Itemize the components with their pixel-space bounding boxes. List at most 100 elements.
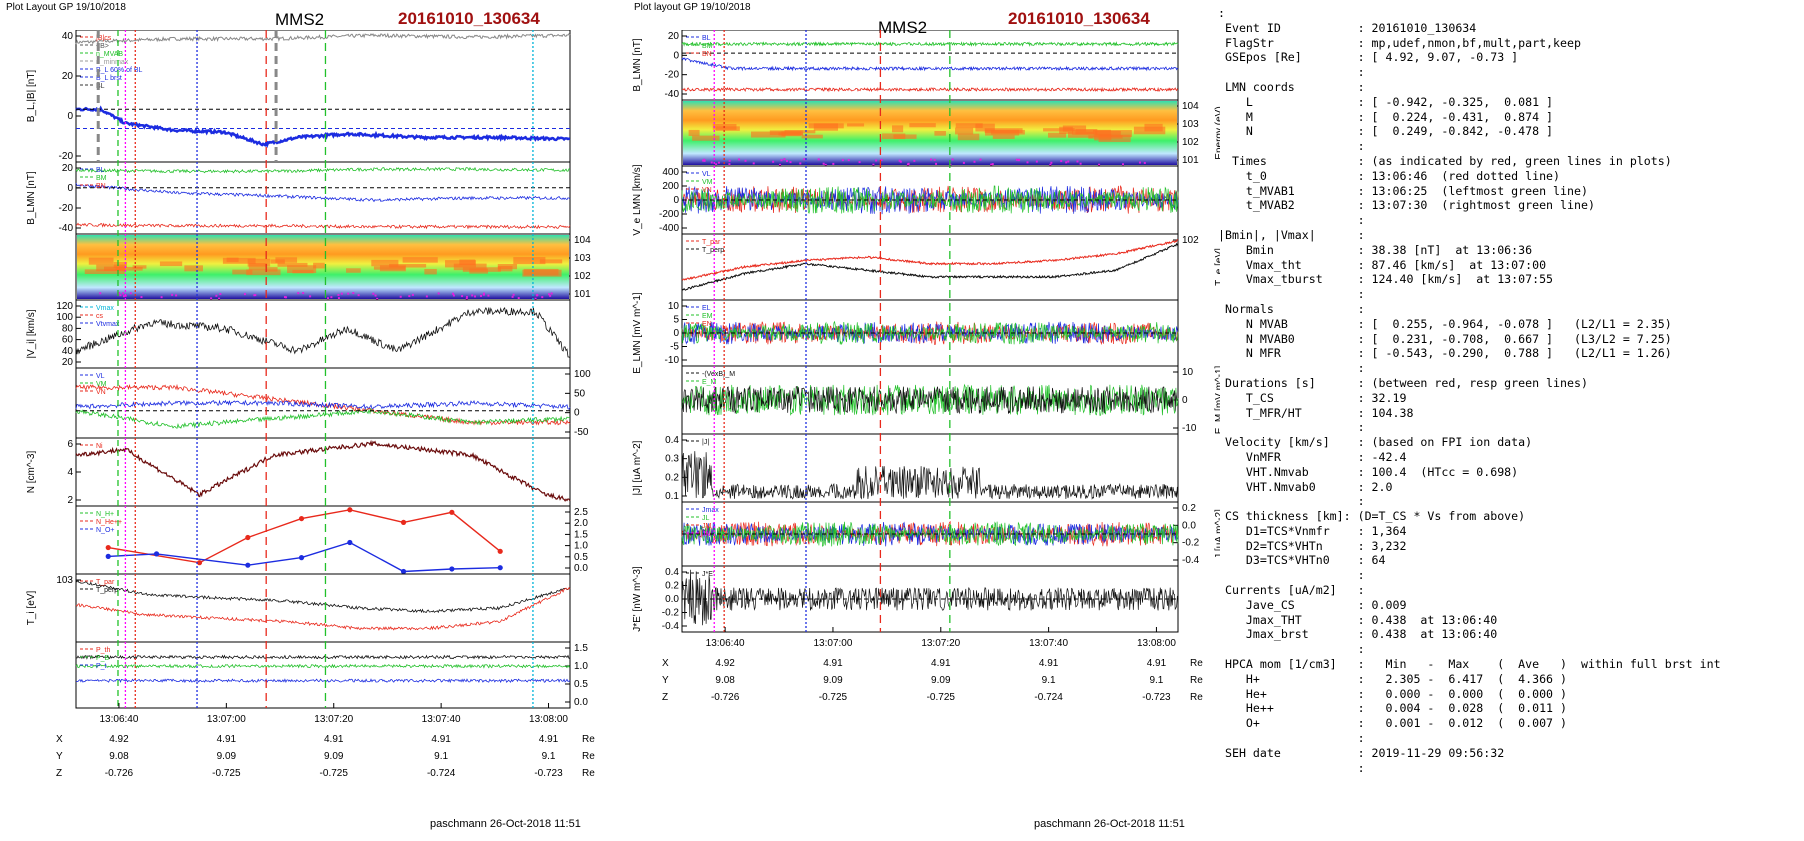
series-te-perp — [681, 242, 1179, 292]
spectrogram-noise — [340, 292, 343, 295]
position-unit: Re — [582, 734, 595, 745]
spectrogram-patch — [992, 135, 1015, 139]
spectrogram-patch — [88, 257, 114, 265]
y-tick-label: 0.2 — [1182, 503, 1196, 514]
position-value: 4.91 — [217, 734, 237, 745]
position-value: 4.92 — [109, 734, 129, 745]
spectrogram-patch — [893, 134, 917, 139]
spectrogram-noise — [822, 162, 825, 165]
position-value: 9.1 — [1042, 675, 1056, 686]
spectrogram-patch — [132, 265, 147, 269]
spectrogram-noise — [347, 292, 350, 295]
spectrogram-patch — [808, 123, 844, 129]
data-point — [449, 509, 455, 515]
spectrogram-patch — [1098, 134, 1131, 143]
y-axis-label: V_e LMN [km/s] — [632, 164, 643, 235]
spectrogram-noise — [548, 293, 551, 296]
spectrogram-noise — [376, 297, 379, 300]
legend-label: VM — [702, 179, 713, 186]
x-tick-label: 13:07:00 — [813, 638, 852, 649]
position-value: -0.726 — [105, 768, 134, 779]
y-tick-label: 0 — [673, 195, 679, 206]
spectrogram-noise — [779, 163, 782, 166]
y-tick-label: 1.5 — [574, 643, 588, 654]
position-value: -0.725 — [819, 692, 848, 703]
spectrogram-noise — [408, 295, 411, 298]
x-tick-label: 13:06:40 — [706, 638, 745, 649]
panel: 0.4 0.2 0.0 -0.2 -0.4 J*E' [nW m^-3] J*E' — [632, 565, 1179, 633]
series-BN — [75, 222, 571, 230]
spectrogram-patch — [751, 131, 786, 138]
y-tick-label: 2.5 — [574, 507, 588, 518]
position-value: 9.09 — [324, 751, 344, 762]
x-tick-label: 13:08:00 — [1137, 638, 1176, 649]
spectrogram-patch — [1067, 131, 1094, 138]
spectrogram-noise — [549, 294, 552, 297]
y-tick-label: -200 — [659, 209, 679, 220]
spectrogram-noise — [118, 292, 121, 295]
y-tick-label: 20 — [668, 31, 680, 42]
legend-label: VN — [96, 389, 106, 396]
panel: 40 20 0 -20 B_L,|B| [nT] |B|cs<B>n_MVABn_minm… — [26, 30, 571, 163]
data-point — [347, 507, 353, 513]
legend-label: n_MVAB — [96, 51, 123, 58]
spectrogram-noise — [973, 160, 976, 163]
spectrogram-noise — [471, 294, 474, 297]
spectrogram-noise — [297, 292, 300, 295]
spectrogram-patch — [277, 262, 308, 267]
legend-label: N_He++ — [96, 519, 122, 526]
legend-label: EM — [702, 313, 713, 320]
y-axis-label: B_L,|B| [nT] — [26, 70, 37, 123]
legend-label: VL — [96, 373, 105, 380]
legend-label: E_M — [702, 379, 717, 386]
spectrogram-noise — [357, 294, 360, 297]
panel-frame — [75, 437, 571, 507]
series-BL — [75, 105, 571, 149]
position-value: 9.1 — [542, 751, 556, 762]
spectrogram-patch — [955, 123, 983, 128]
series-v2 — [75, 399, 571, 410]
spectrogram-noise — [1098, 163, 1101, 166]
series-je — [681, 569, 1179, 626]
legend-label: BL — [702, 35, 711, 42]
legend-label: BN — [702, 51, 712, 58]
y-tick-label: 120 — [56, 301, 73, 312]
legend-label: BM — [702, 43, 713, 50]
legend-label: N_H+ — [96, 511, 114, 518]
series-p2 — [75, 654, 571, 660]
x-tick-label: 13:07:00 — [207, 714, 246, 725]
spectrogram-patch — [513, 257, 546, 265]
y-tick-label: 100 — [56, 312, 73, 323]
y-tick-label: -50 — [574, 427, 589, 438]
spectrogram-patch — [1144, 123, 1163, 132]
spectrogram-noise — [752, 162, 755, 165]
y-tick-label: 104 — [574, 235, 591, 246]
spectrogram-patch — [975, 123, 995, 132]
series-p0 — [75, 678, 571, 684]
x-tick-label: 13:07:20 — [314, 714, 353, 725]
data-point — [153, 551, 160, 557]
y-tick-label: 102 — [574, 271, 591, 282]
spectrogram-noise — [535, 294, 538, 297]
y-tick-label: 100 — [574, 369, 591, 380]
spectrogram-patch — [909, 123, 936, 128]
legend-label: Jmax — [702, 507, 719, 514]
y-axis-label: |V_i| [km/s] — [26, 309, 37, 358]
spectrogram-noise — [951, 158, 954, 161]
y-axis-label: J*E' [nW m^-3] — [632, 566, 643, 632]
left-spacecraft-title: MMS2 — [275, 10, 325, 29]
spectrogram-noise — [979, 158, 982, 161]
middle-multi-panel-chart: 200-20-40B_LMN [nT] BLBMBN104103102101Ene… — [632, 30, 1220, 703]
legend-label: JM — [702, 523, 712, 530]
panel: 1.51.00.50.0P [nPa]P_thP_BP_t — [75, 641, 588, 709]
spectrogram-noise — [858, 161, 861, 164]
y-tick-label: -5 — [670, 342, 679, 353]
legend-label: T_par — [702, 239, 721, 246]
spectrogram-patch — [266, 267, 278, 272]
data-point — [347, 539, 353, 546]
position-value: 9.09 — [823, 675, 843, 686]
spectrogram-noise — [817, 158, 820, 161]
